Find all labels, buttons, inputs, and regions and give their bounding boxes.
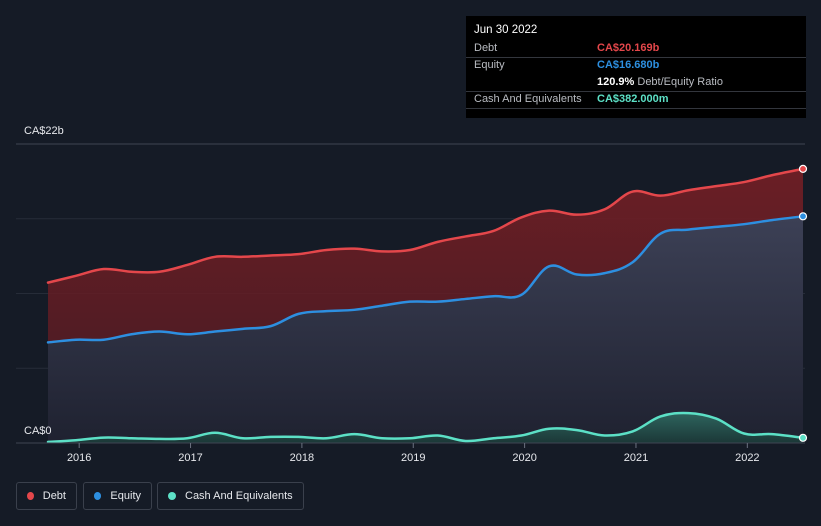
x-tick-label-2018: 2018 [290,452,314,464]
cash-legend-dot-icon [168,492,176,500]
equity-area [48,216,803,443]
tooltip-row-debt: Debt CA$20.169b [466,40,806,58]
legend-item-cash[interactable]: Cash And Equivalents [157,482,304,510]
tooltip-ratio-suffix: Debt/Equity Ratio [637,76,723,88]
tooltip-equity-value: CA$16.680b [597,59,660,71]
x-axis-ticks: 2016 2017 2018 2019 2020 2021 2022 [67,443,760,464]
y-axis-min-label: CA$0 [24,425,52,437]
legend-debt-label: Debt [42,490,66,502]
x-tick-label-2019: 2019 [401,452,425,464]
equity-legend-dot-icon [94,492,102,500]
series-lines [46,167,805,444]
legend-item-equity[interactable]: Equity [83,482,152,510]
tooltip-row-ratio: 120.9% Debt/Equity Ratio [466,74,806,92]
x-tick-label-2020: 2020 [512,452,536,464]
data-tooltip: Jun 30 2022 Debt CA$20.169b Equity CA$16… [466,16,806,118]
tooltip-debt-value: CA$20.169b [597,42,660,54]
equity-line [46,215,805,344]
legend-cash-label: Cash And Equivalents [185,490,293,502]
tooltip-date: Jun 30 2022 [474,24,538,36]
tooltip-cash-label: Cash And Equivalents [474,93,582,105]
tooltip-debt-label: Debt [474,42,498,54]
cash-line [46,411,805,444]
legend-equity-label: Equity [110,490,141,502]
y-axis-max-label: CA$22b [24,125,64,137]
tooltip-ratio: 120.9% Debt/Equity Ratio [597,76,723,88]
tooltip-cash-value: CA$382.000m [597,93,669,105]
tooltip-ratio-value: 120.9% [597,76,635,88]
series-areas [48,168,803,443]
tooltip-row-equity: Equity CA$16.680b [466,57,806,74]
debt-line [46,167,805,284]
x-tick-label-2017: 2017 [178,452,202,464]
legend-item-debt[interactable]: Debt [16,482,77,510]
x-tick-label-2022: 2022 [735,452,759,464]
x-tick-label-2016: 2016 [67,452,91,464]
series-end-dots [798,164,808,442]
debt-end-dot [798,164,808,173]
tooltip-row-cash: Cash And Equivalents CA$382.000m [466,91,806,109]
debt-legend-dot-icon [27,492,34,500]
tooltip-equity-label: Equity [474,59,505,71]
cash-end-dot [798,433,808,442]
equity-end-dot [798,212,808,221]
x-tick-label-2021: 2021 [624,452,648,464]
